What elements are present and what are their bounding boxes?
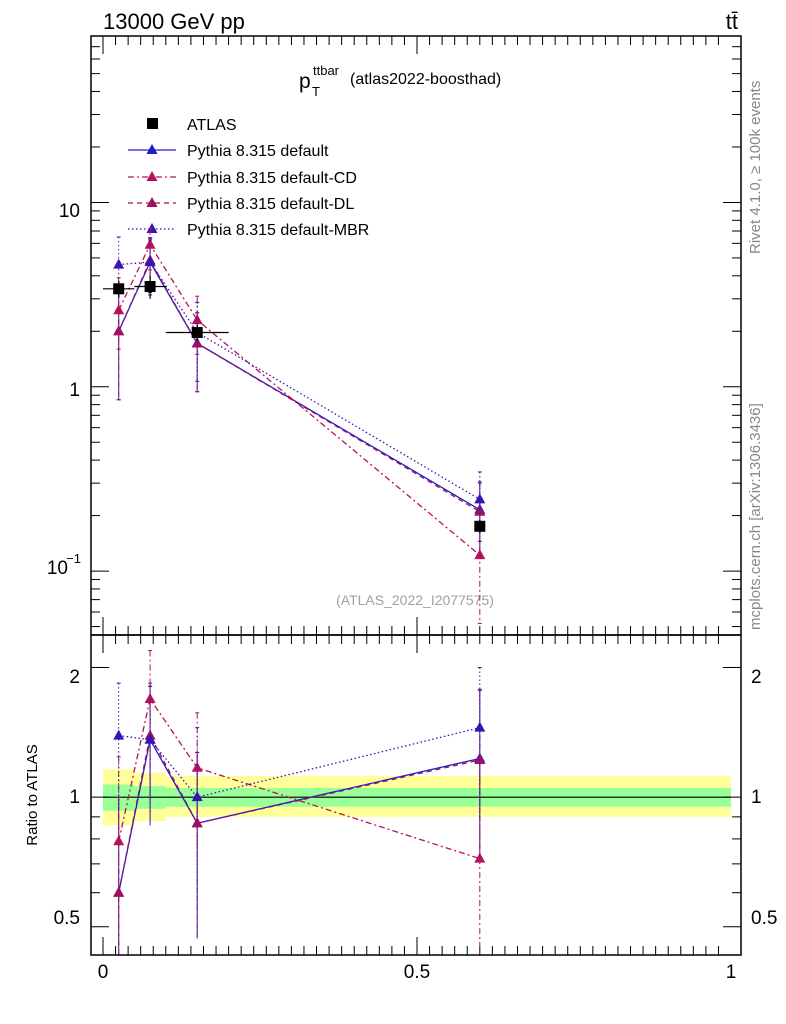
legend-label-mbr: Pythia 8.315 default-MBR — [187, 222, 369, 239]
main-y-ticks — [91, 35, 741, 635]
title-main: p — [299, 70, 311, 93]
atlas-point — [113, 283, 125, 295]
plot-title: p ttbar T (atlas2022-boosthad) — [299, 63, 501, 99]
series-line-0 — [118, 260, 481, 511]
ytick-label-1: 1 — [69, 380, 80, 401]
atlas-point — [144, 280, 156, 292]
ratio-point-1 — [144, 693, 156, 704]
ratio-y-axis-label: Ratio to ATLAS — [24, 744, 41, 845]
ratio-point-2 — [474, 753, 486, 764]
ratio-point-1 — [191, 761, 203, 772]
xtick-label-0: 0 — [98, 962, 109, 983]
ratio-point-3 — [113, 729, 125, 740]
ratio-point-3 — [474, 721, 486, 732]
title-rest: (atlas2022-boosthad) — [350, 71, 501, 88]
ratio-data-layer — [113, 650, 486, 955]
ratio-point-2 — [191, 817, 203, 828]
series-line-3 — [118, 261, 481, 500]
ratio-ytick-label-1: 1 — [69, 787, 80, 808]
xtick-label-0.5: 0.5 — [404, 962, 430, 983]
legend-marker-default — [146, 144, 158, 154]
analysis-watermark: (ATLAS_2022_I2077575) — [336, 592, 494, 608]
ratio-point-1 — [113, 835, 125, 846]
ratio-ytick-label-right-1: 1 — [751, 787, 762, 808]
series-point-3 — [474, 493, 486, 504]
ratio-panel: 2 1 0.5 2 1 0.5 0 0.5 1 Ratio to ATLAS — [24, 634, 777, 983]
atlas-point — [474, 520, 486, 532]
ratio-panel-frame — [90, 634, 742, 956]
ratio-point-3 — [191, 791, 203, 802]
legend-marker-dl — [146, 197, 158, 207]
legend-label-atlas: ATLAS — [187, 117, 237, 134]
rivet-version-label: Rivet 4.1.0, ≥ 100k events — [747, 81, 764, 254]
title-subscript: T — [312, 84, 320, 99]
legend-label-dl: Pythia 8.315 default-DL — [187, 196, 354, 213]
series-point-2 — [191, 337, 203, 348]
main-data-layer — [103, 228, 486, 624]
atlas-point — [191, 326, 203, 338]
ratio-series-line-3 — [118, 727, 480, 798]
legend: ATLAS Pythia 8.315 default Pythia 8.315 … — [128, 117, 369, 239]
energy-label: 13000 GeV pp — [103, 9, 245, 34]
ytick-label-10: 10 — [59, 201, 80, 222]
ratio-point-3 — [144, 733, 156, 744]
legend-marker-atlas — [147, 118, 158, 129]
legend-label-cd: Pythia 8.315 default-CD — [187, 170, 357, 187]
series-line-1 — [118, 243, 481, 556]
ratio-point-1 — [474, 852, 486, 863]
series-line-2 — [118, 258, 481, 513]
xtick-label-1: 1 — [726, 962, 737, 983]
series-point-3 — [144, 256, 156, 267]
legend-marker-mbr — [146, 223, 158, 233]
title-superscript: ttbar — [313, 63, 340, 78]
series-point-3 — [113, 258, 125, 269]
series-point-1 — [144, 238, 156, 249]
mcplots-site-label: mcplots.cern.ch [arXiv:1306.3436] — [747, 403, 764, 630]
series-point-2 — [474, 505, 486, 516]
series-point-1 — [474, 549, 486, 560]
legend-label-default: Pythia 8.315 default — [187, 143, 329, 160]
legend-marker-cd — [146, 171, 158, 181]
main-panel: 10 1 10 −1 p ttbar T (atlas2022-boosthad… — [47, 35, 742, 636]
ytick-label-0.1-exponent: −1 — [66, 551, 81, 566]
ratio-point-2 — [113, 886, 125, 897]
ratio-ytick-label-2: 2 — [69, 667, 80, 688]
ratio-ytick-label-0.5: 0.5 — [54, 908, 80, 929]
ratio-series-line-0 — [118, 737, 480, 893]
ratio-ytick-label-right-2: 2 — [751, 667, 762, 688]
ratio-ticks — [91, 635, 741, 955]
process-label: tt̄ — [726, 9, 738, 34]
ratio-ytick-label-right-0.5: 0.5 — [751, 908, 777, 929]
series-point-2 — [113, 325, 125, 336]
ratio-series-line-1 — [118, 697, 480, 860]
ratio-series-line-2 — [118, 733, 480, 893]
series-point-1 — [113, 304, 125, 315]
ytick-label-0.1-base: 10 — [47, 558, 68, 579]
